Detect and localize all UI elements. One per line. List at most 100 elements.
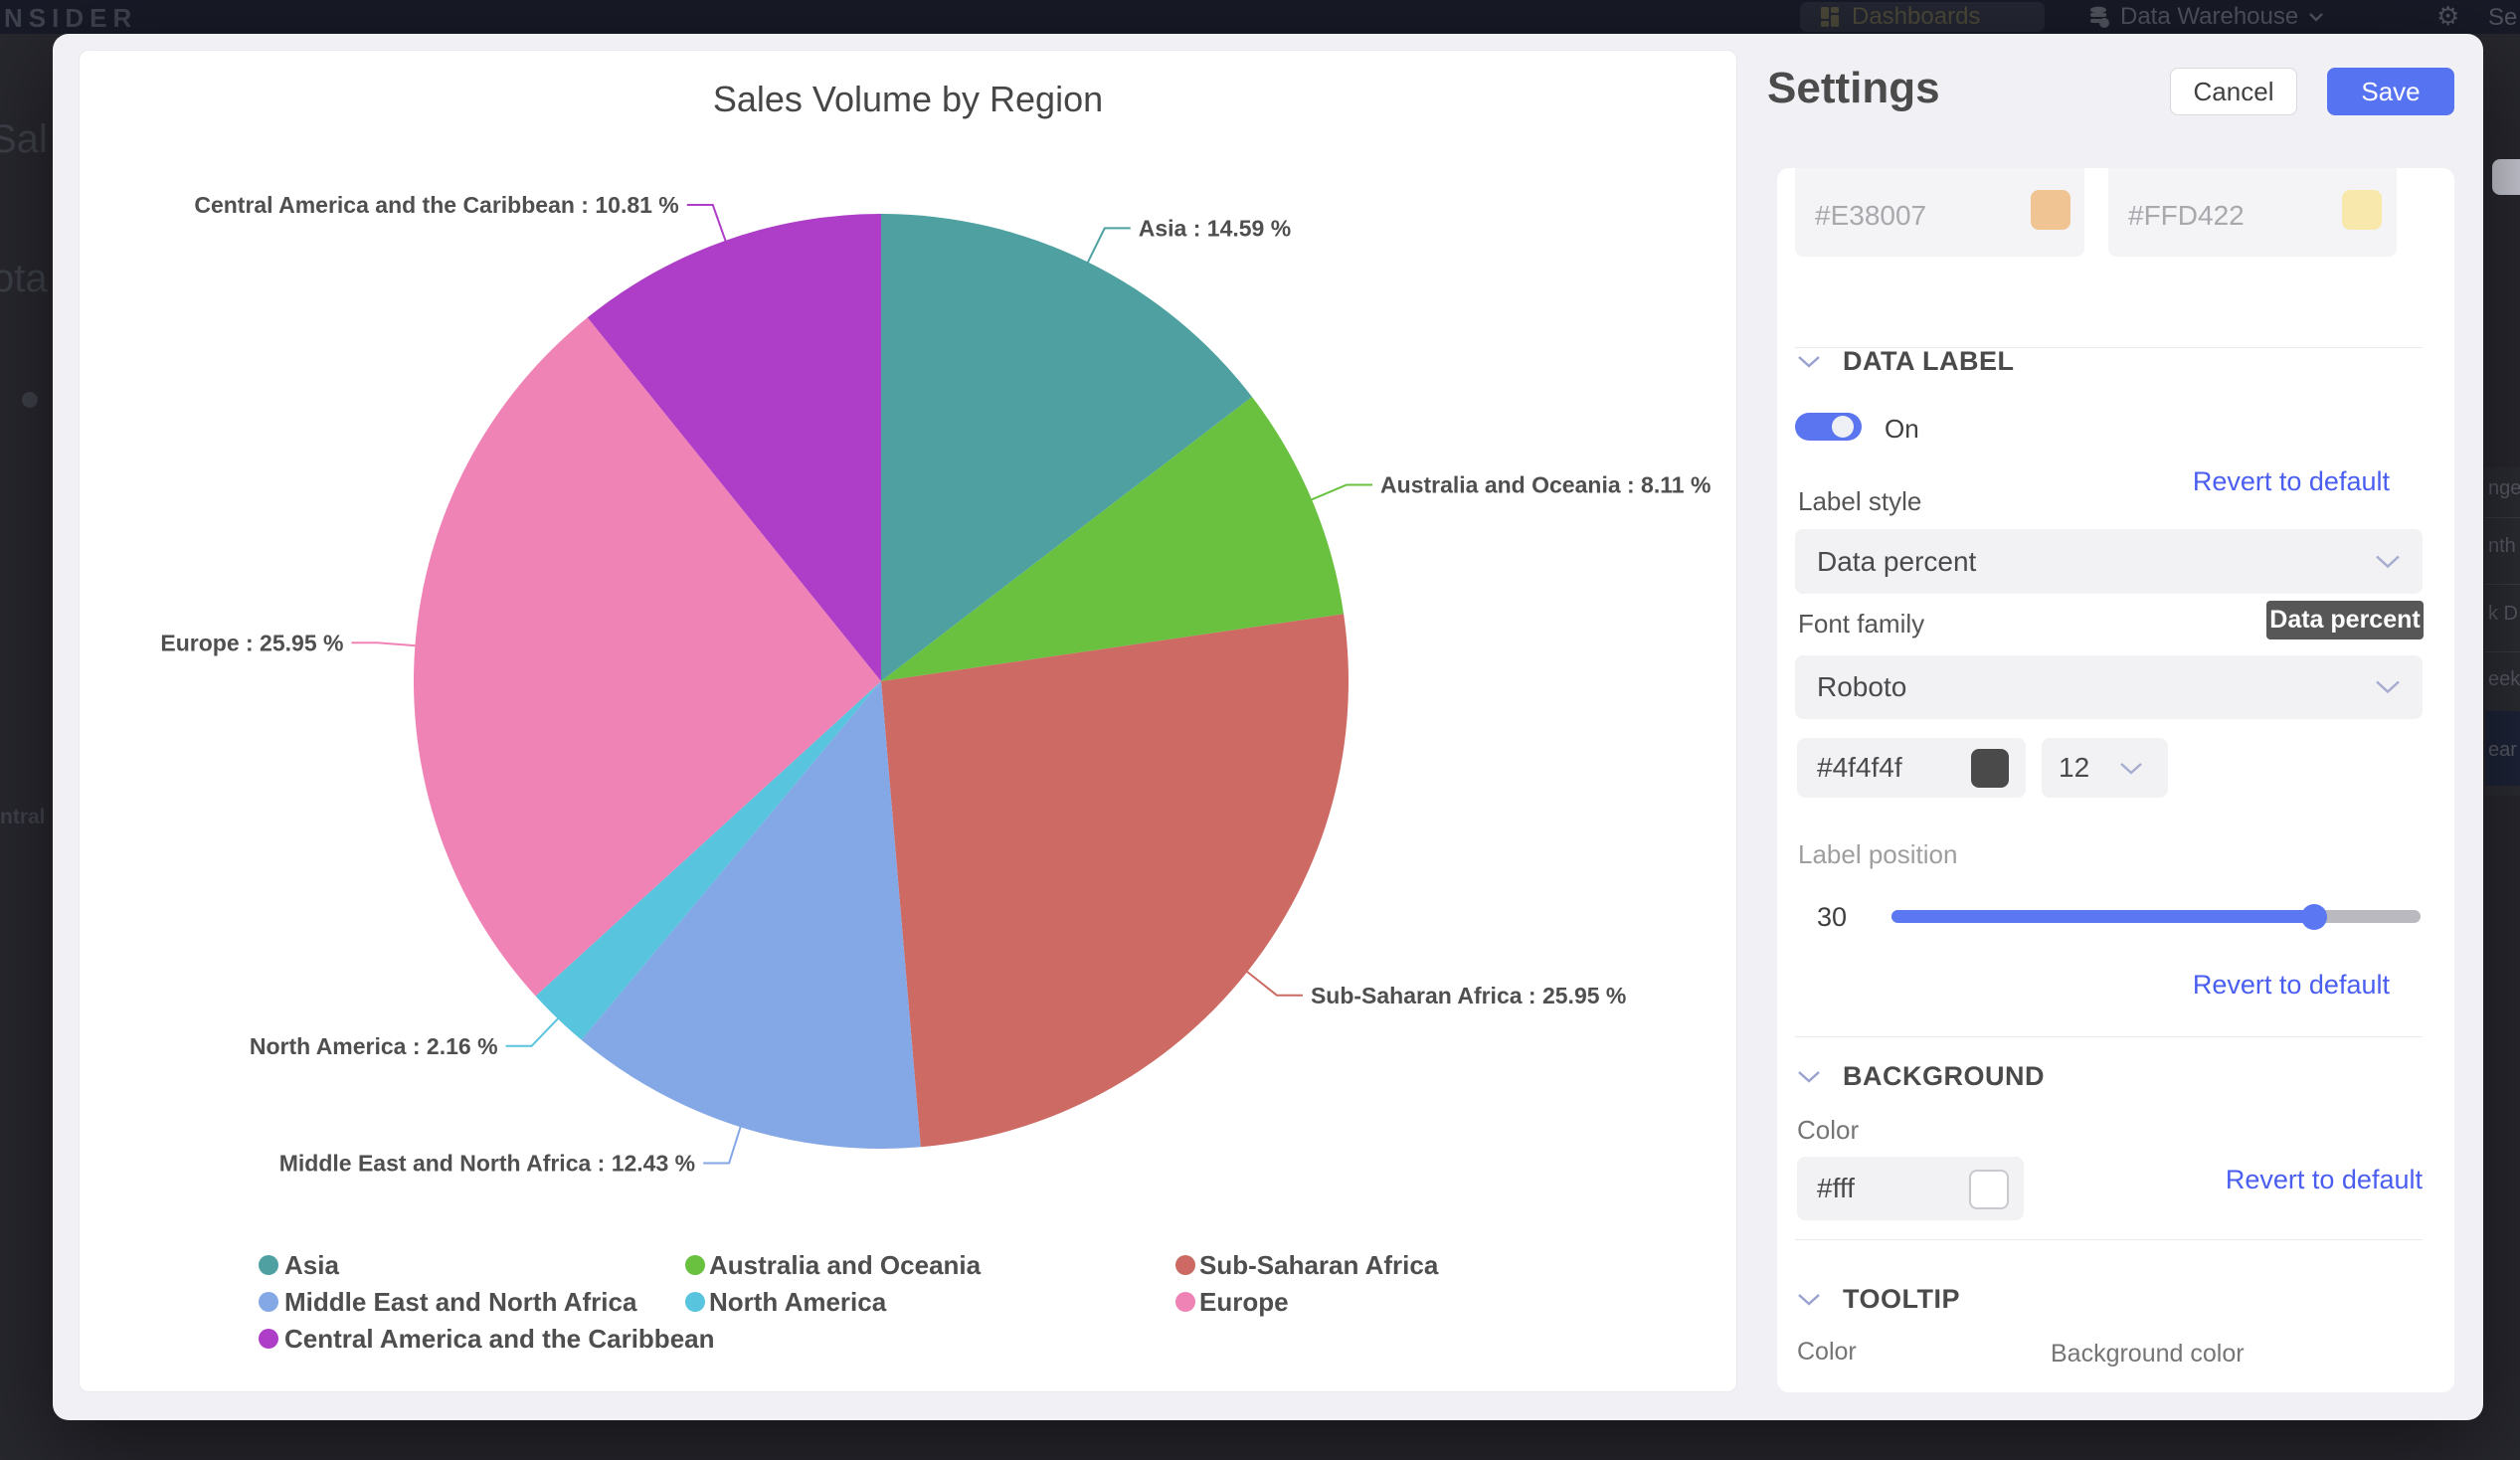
chevron-down-icon (2120, 763, 2142, 775)
section-divider (1795, 1239, 2423, 1240)
legend-item-label[interactable]: Australia and Oceania (709, 1250, 982, 1280)
bg-menu-item-label: ear (2488, 739, 2517, 761)
legend-marker[interactable] (259, 1329, 278, 1349)
legend-marker[interactable] (685, 1255, 705, 1275)
app-logo: NSIDER (4, 3, 138, 33)
label-leader-line (1086, 227, 1131, 264)
legend-marker[interactable] (1175, 1292, 1195, 1312)
pie-slice-label: Asia : 14.59 % (1139, 215, 1291, 241)
gear-icon[interactable]: ⚙ (2436, 1, 2460, 31)
chevron-down-icon (2376, 680, 2400, 694)
nav-item-dashboards[interactable]: Dashboards (1800, 2, 2045, 32)
section-title: DATA LABEL (1843, 346, 2015, 376)
font-color-swatch[interactable] (1971, 749, 2009, 788)
bg-dropdown-menu: nge nth k D eek ear (2485, 467, 2520, 796)
label-leader-line (505, 1016, 560, 1047)
revert-to-default-link[interactable]: Revert to default (2225, 1165, 2423, 1194)
color-input-2-value: #FFD422 (2128, 200, 2245, 231)
label-leader-line (1245, 970, 1303, 997)
bg-text-fragment: ntral (0, 806, 46, 828)
bg-menu-item-selected[interactable]: ear (2485, 711, 2520, 786)
label-position-value: 30 (1817, 902, 1848, 932)
chevron-down-icon (1798, 1293, 1820, 1306)
section-header-tooltip[interactable]: TOOLTIP (1797, 1284, 1960, 1315)
settings-modal: Sales Volume by Region Asia : 14.59 % Aus… (53, 34, 2483, 1420)
section-divider (1795, 1036, 2423, 1037)
font-size-value: 12 (2059, 752, 2090, 783)
nav-dashboards-label: Dashboards (1852, 3, 1981, 30)
font-color-value: #4f4f4f (1817, 752, 1902, 783)
menu-separator (2485, 584, 2520, 585)
slider-thumb[interactable] (2301, 904, 2327, 930)
nav-item-data-warehouse[interactable]: Data Warehouse (2088, 0, 2324, 34)
background-color-label: Color (1797, 1115, 1860, 1145)
pie-slice-north-america[interactable] (535, 681, 881, 1040)
settings-scroll-card: #E38007 #FFD422 Revert to default DATA L… (1777, 168, 2454, 1392)
pie-slice-label: Australia and Oceania : 8.11 % (1380, 472, 1710, 498)
chevron-down-icon (2376, 555, 2400, 568)
save-button[interactable]: Save (2327, 68, 2454, 115)
label-style-value: Data percent (1817, 545, 1977, 577)
font-color-input[interactable]: #4f4f4f (1797, 738, 2026, 798)
legend-item-label[interactable]: Sub-Saharan Africa (1199, 1250, 1439, 1280)
font-size-dropdown[interactable]: 12 (2042, 738, 2168, 798)
bg-menu-item[interactable]: eek (2488, 668, 2520, 690)
dropdown-tooltip: Data percent (2266, 601, 2424, 639)
background-color-value: #fff (1817, 1173, 1855, 1203)
pie-slice-label: Europe : 25.95 % (160, 630, 343, 655)
legend-item-label[interactable]: Central America and the Caribbean (284, 1324, 715, 1354)
section-header-data-label[interactable]: DATA LABEL (1797, 346, 2014, 377)
bg-menu-item[interactable]: nge (2488, 477, 2520, 499)
bg-text-fragment: Sal (0, 117, 48, 161)
chevron-down-icon (1798, 355, 1820, 368)
data-label-toggle[interactable] (1795, 413, 1862, 441)
color-swatch-1[interactable] (2031, 190, 2070, 230)
font-family-value: Roboto (1817, 671, 1907, 702)
pie-slice-central-america-and-the-caribbean[interactable] (587, 214, 881, 681)
font-family-label: Font family (1798, 609, 1925, 639)
background-color-swatch[interactable] (1969, 1170, 2009, 1209)
tooltip-bg-color-label: Background color (2051, 1340, 2245, 1368)
legend-item-label[interactable]: Middle East and North Africa (284, 1287, 637, 1317)
color-input-1[interactable]: #E38007 (1795, 168, 2084, 257)
pie-slice-label: Central America and the Caribbean : 10.8… (194, 192, 678, 218)
pie-slice-asia[interactable] (881, 214, 1252, 681)
top-nav-bar: NSIDER Dashboards Data Warehouse ⚙ Se (0, 0, 2520, 34)
legend-marker[interactable] (685, 1292, 705, 1312)
database-icon (2090, 6, 2109, 28)
color-input-2[interactable]: #FFD422 (2108, 168, 2397, 257)
background-color-input[interactable]: #fff (1797, 1157, 2024, 1220)
legend-item-label[interactable]: North America (709, 1287, 887, 1317)
section-divider (1795, 347, 2423, 348)
label-position-slider[interactable] (1891, 910, 2421, 923)
nav-data-warehouse-label: Data Warehouse (2120, 3, 2299, 30)
tooltip-color-label: Color (1797, 1338, 1857, 1366)
revert-to-default-link[interactable]: Revert to default (2192, 466, 2390, 496)
dashboards-grid-icon (1821, 7, 1839, 27)
label-leader-line (351, 641, 417, 647)
chart-card: Sales Volume by Region Asia : 14.59 % Aus… (79, 50, 1737, 1392)
section-title: BACKGROUND (1843, 1061, 2045, 1091)
legend-marker[interactable] (1175, 1255, 1195, 1275)
chevron-down-icon (2309, 13, 2324, 22)
chart-title: Sales Volume by Region (712, 79, 1104, 119)
bg-menu-item[interactable]: nth (2488, 535, 2516, 557)
menu-separator (2485, 517, 2520, 518)
cancel-button[interactable]: Cancel (2170, 68, 2297, 115)
label-leader-line (1310, 483, 1373, 501)
pie-slice-sub-saharan-africa[interactable] (881, 614, 1349, 1148)
legend-item-label[interactable]: Asia (284, 1250, 339, 1280)
legend-marker[interactable] (259, 1292, 278, 1312)
legend-item-label[interactable]: Europe (1199, 1287, 1289, 1317)
legend-marker[interactable] (259, 1255, 278, 1275)
font-family-dropdown[interactable]: Roboto (1795, 655, 2423, 719)
section-header-background[interactable]: BACKGROUND (1797, 1061, 2045, 1092)
bg-menu-item[interactable]: k D (2488, 603, 2518, 625)
label-style-dropdown[interactable]: Data percent (1795, 529, 2423, 594)
pie-slice-europe[interactable] (413, 317, 881, 997)
revert-to-default-link[interactable]: Revert to default (2192, 970, 2390, 1000)
nav-settings-partial: Se (2488, 4, 2518, 31)
pie-slice-australia-and-oceania[interactable] (881, 397, 1345, 681)
pie-slice-middle-east-and-north-africa[interactable] (581, 681, 921, 1149)
color-swatch-2[interactable] (2342, 190, 2382, 230)
